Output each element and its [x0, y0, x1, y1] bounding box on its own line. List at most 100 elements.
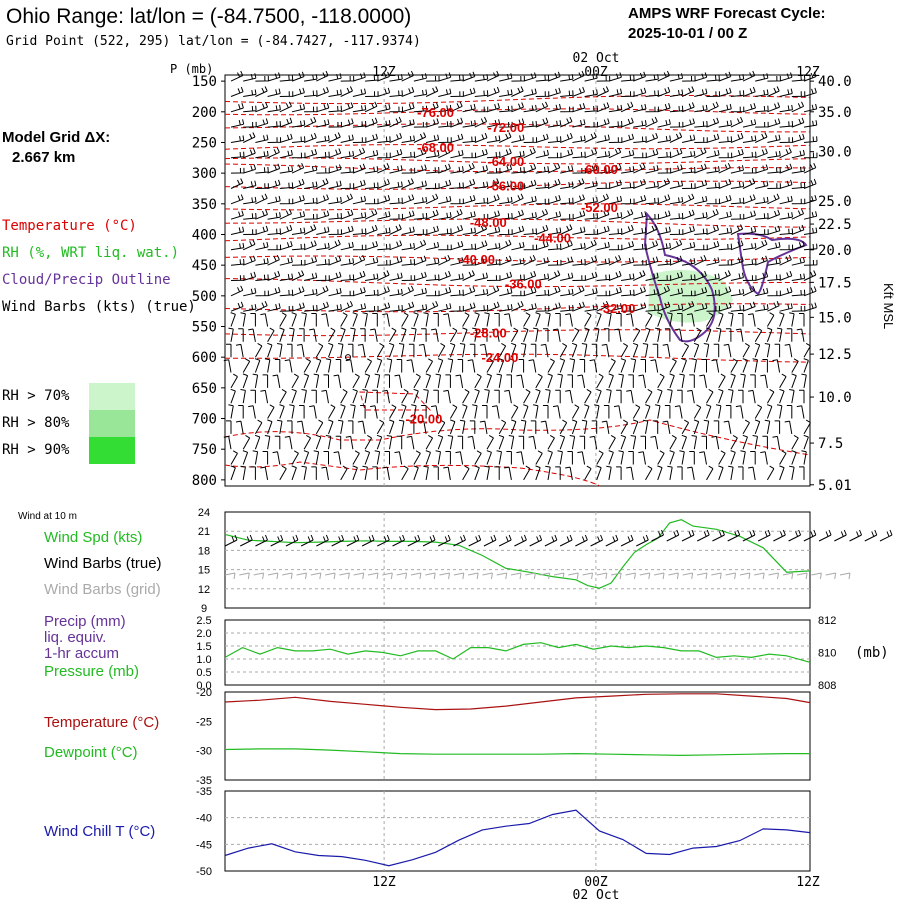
- wind-barb: [559, 358, 566, 373]
- wind-barb: [360, 405, 366, 419]
- wind-barb: [421, 328, 427, 342]
- temperature-contour-label: -40.00: [458, 252, 495, 267]
- wind-barb: [316, 167, 330, 174]
- wind-barb: [474, 165, 488, 174]
- wind-barb: [669, 373, 675, 389]
- wind-barb: [230, 312, 236, 327]
- wind-barb: [791, 101, 805, 113]
- wind-barb: [504, 466, 512, 480]
- wind-barb: [669, 450, 675, 465]
- wind-barb: [791, 117, 805, 128]
- wind-barb: [559, 116, 573, 128]
- wind-barb: [401, 86, 415, 97]
- wind-barb: [535, 241, 549, 251]
- wind-barb: [377, 152, 391, 159]
- wind-barb: [486, 434, 494, 450]
- wind-barb: [401, 135, 415, 143]
- wind-barb: [645, 90, 659, 97]
- wind-barb: [557, 373, 563, 388]
- wind-barb: [796, 405, 805, 419]
- wind-barb: [438, 179, 452, 189]
- wind-barb: [669, 180, 684, 189]
- wind-barb: [438, 88, 452, 97]
- wind-barb: [681, 300, 695, 312]
- wind-barb: [279, 74, 294, 82]
- wind-barb: [438, 228, 452, 235]
- wind-barb: [449, 419, 456, 435]
- wind-barb: [267, 179, 281, 189]
- wind-barb: [262, 451, 269, 465]
- wind-barb: [755, 105, 769, 113]
- wind-barb: [291, 450, 299, 465]
- wind-barb: [316, 275, 330, 281]
- wind-barb: [389, 404, 397, 419]
- wind-barb: [364, 149, 379, 159]
- bottom-time-label-00z: 00Z: [584, 875, 608, 890]
- wind-barb: [572, 210, 586, 220]
- wind-barb: [543, 405, 549, 419]
- wind-barb: [230, 210, 244, 220]
- wind-barb: [413, 180, 427, 189]
- wind-barb: [438, 270, 451, 281]
- wind-barb: [608, 163, 622, 174]
- wind-barb: [462, 211, 476, 220]
- wind-barb: [682, 274, 696, 281]
- wind-barb: [750, 451, 756, 465]
- wind-barb: [755, 229, 769, 235]
- wind-barb: [803, 152, 818, 159]
- wind-barb: [694, 88, 708, 97]
- wind-barb: [242, 132, 256, 143]
- wind-barb: [425, 118, 439, 128]
- wind-barb: [291, 71, 305, 82]
- wind-barb: [620, 208, 634, 220]
- wind-barb: [289, 404, 295, 419]
- wind-barb: [328, 229, 342, 235]
- wind-barb: [682, 258, 696, 266]
- wind-barb-true: [773, 529, 786, 542]
- wind-barb: [267, 244, 282, 251]
- wind-barb: [291, 388, 297, 404]
- wind-barb-true: [818, 529, 832, 542]
- wind-barb: [694, 287, 708, 297]
- temperature-contour-label: -28.00: [470, 326, 507, 341]
- wind-barb: [372, 466, 378, 480]
- wind-barb: [340, 404, 346, 419]
- pressure-tick-label: 450: [192, 258, 217, 274]
- wind-barb: [523, 120, 537, 128]
- wind-barb: [764, 419, 771, 434]
- wind-barb: [279, 117, 293, 128]
- wind-barb: [230, 450, 238, 465]
- wind-barb: [669, 212, 684, 220]
- wind-barb: [435, 450, 441, 465]
- wind-barb: [340, 86, 353, 97]
- wind-barb: [389, 240, 403, 251]
- wind-barb-grid: [453, 572, 465, 580]
- wind-barb: [438, 195, 452, 205]
- wind-barb: [291, 178, 305, 189]
- wind-barb: [406, 359, 415, 373]
- wind-barb: [555, 389, 561, 404]
- wind-barb: [621, 273, 635, 281]
- wind-barb: [486, 242, 501, 251]
- wind-barb: [230, 258, 245, 266]
- wind-barb: [340, 183, 355, 189]
- wind-barb: [633, 227, 647, 235]
- wind-barb: [426, 150, 440, 159]
- wind-barb: [560, 132, 573, 143]
- wind-barb: [547, 259, 562, 266]
- wind-barb: [694, 147, 707, 159]
- wind-barb: [803, 71, 817, 82]
- wind-barb-grid: [582, 572, 594, 580]
- temperature-isotherm: [224, 95, 811, 105]
- wind-barb: [608, 147, 622, 159]
- wind-barb: [401, 327, 407, 342]
- wind-barb: [535, 208, 549, 220]
- wind-barb: [645, 304, 659, 312]
- wind-barb: [667, 389, 673, 404]
- wind-barb: [486, 226, 501, 235]
- wind-barb: [230, 178, 244, 189]
- wind-barb: [533, 327, 539, 342]
- rh70-swatch: [89, 383, 135, 410]
- wind-barb: [767, 118, 781, 128]
- wind-barb: [791, 74, 806, 82]
